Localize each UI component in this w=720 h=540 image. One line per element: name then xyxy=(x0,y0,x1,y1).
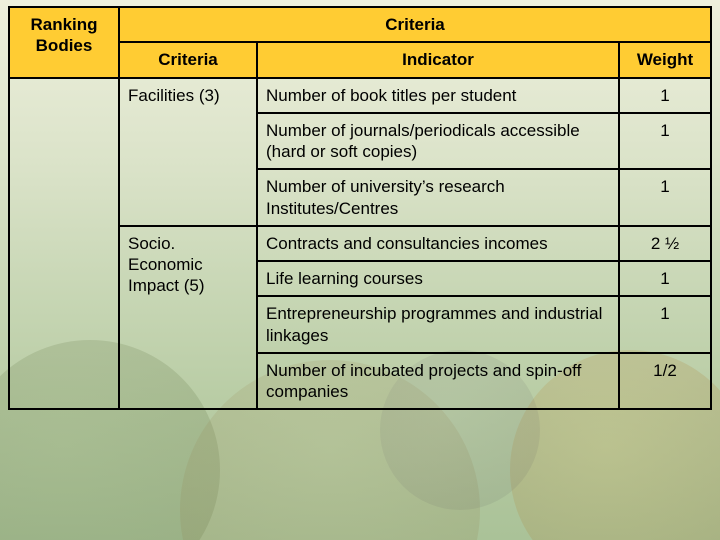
weight-cell: 1 xyxy=(619,113,711,170)
table-row: Facilities (3) Number of book titles per… xyxy=(9,78,711,113)
weight-cell: 1/2 xyxy=(619,353,711,410)
criteria-table: Ranking Bodies Criteria Criteria Indicat… xyxy=(8,6,712,410)
header-indicator: Indicator xyxy=(257,42,619,77)
indicator-cell: Number of incubated projects and spin-of… xyxy=(257,353,619,410)
criteria-cell: Socio. Economic Impact (5) xyxy=(119,226,257,410)
header-criteria-sub: Criteria xyxy=(119,42,257,77)
weight-cell: 1 xyxy=(619,169,711,226)
weight-cell: 1 xyxy=(619,261,711,296)
weight-cell: 1 xyxy=(619,78,711,113)
criteria-cell: Facilities (3) xyxy=(119,78,257,226)
header-row-1: Ranking Bodies Criteria xyxy=(9,7,711,42)
indicator-cell: Number of book titles per student xyxy=(257,78,619,113)
header-criteria-top: Criteria xyxy=(119,7,711,42)
header-weight: Weight xyxy=(619,42,711,77)
indicator-cell: Number of journals/periodicals accessibl… xyxy=(257,113,619,170)
indicator-cell: Life learning courses xyxy=(257,261,619,296)
header-ranking-bodies: Ranking Bodies xyxy=(9,7,119,78)
indicator-cell: Number of university’s research Institut… xyxy=(257,169,619,226)
ranking-bodies-cell xyxy=(9,78,119,410)
weight-cell: 2 ½ xyxy=(619,226,711,261)
indicator-cell: Entrepreneurship programmes and industri… xyxy=(257,296,619,353)
weight-cell: 1 xyxy=(619,296,711,353)
indicator-cell: Contracts and consultancies incomes xyxy=(257,226,619,261)
slide: Ranking Bodies Criteria Criteria Indicat… xyxy=(0,0,720,540)
